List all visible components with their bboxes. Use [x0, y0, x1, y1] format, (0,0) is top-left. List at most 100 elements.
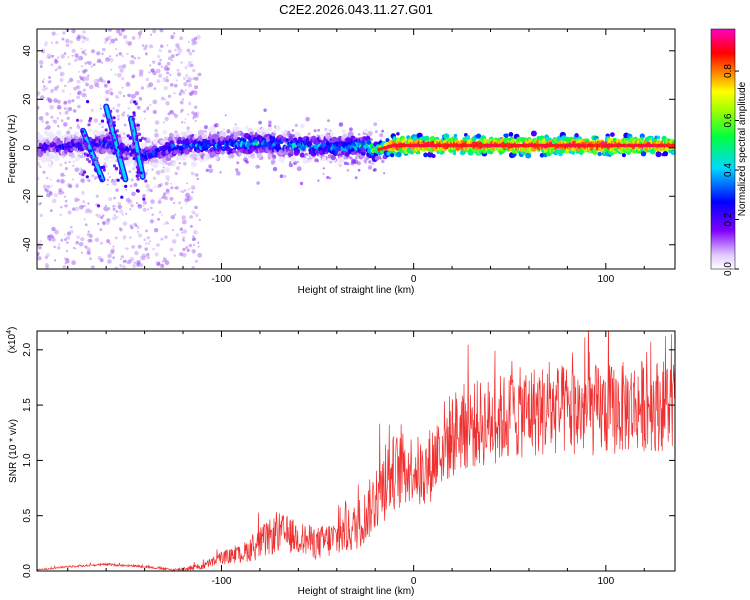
noise-dot — [64, 238, 67, 242]
noise-dot — [304, 152, 309, 156]
ridge-cell — [238, 152, 242, 156]
ridge-core — [561, 143, 566, 148]
noise-dot — [185, 202, 188, 205]
noise-dot — [144, 117, 146, 120]
ridge-cell — [289, 149, 294, 153]
noise-dot — [349, 156, 353, 160]
streak-noise — [109, 140, 113, 144]
noise-dot — [154, 252, 159, 257]
noise-dot — [65, 38, 70, 44]
noise-dot — [68, 77, 74, 83]
noise-dot — [125, 247, 129, 251]
noise-dot — [181, 231, 184, 234]
ridge-cell — [453, 133, 458, 138]
noise-dot — [91, 49, 95, 54]
ridge-core — [463, 143, 468, 148]
ridge-core — [538, 143, 543, 148]
ridge-core — [602, 143, 606, 148]
noise-dot — [102, 221, 106, 225]
ridge-cell — [280, 159, 285, 163]
noise-dot — [115, 188, 119, 192]
noise-dot — [170, 58, 173, 62]
noise-dot — [145, 183, 150, 189]
noise-dot — [235, 168, 239, 172]
ridge-core — [397, 143, 402, 148]
ridge-core — [590, 143, 595, 148]
noise-dot — [114, 73, 117, 76]
noise-dot — [338, 122, 344, 127]
ridge-core — [639, 143, 644, 148]
streak-noise — [130, 129, 134, 133]
noise-dot — [174, 213, 177, 216]
noise-dot — [121, 86, 124, 89]
noise-dot — [139, 263, 144, 267]
noise-dot — [155, 68, 161, 74]
noise-dot — [136, 100, 138, 102]
noise-dot — [190, 63, 194, 68]
noise-dot — [291, 129, 295, 132]
noise-dot — [349, 127, 353, 132]
ridge-cell — [574, 133, 579, 138]
ridge-cell — [280, 156, 285, 161]
noise-dot — [136, 260, 141, 265]
noise-dot — [138, 96, 142, 100]
ridge-cell — [436, 150, 440, 154]
noise-dot — [194, 205, 198, 210]
noise-dot — [299, 181, 304, 186]
noise-dot — [152, 176, 157, 180]
noise-dot — [152, 247, 155, 251]
noise-dot — [317, 128, 321, 132]
noise-dot — [128, 170, 132, 173]
ridge-core — [403, 143, 407, 148]
noise-dot — [182, 252, 187, 258]
noise-dot — [127, 259, 132, 264]
noise-dot — [85, 82, 89, 87]
noise-dot — [107, 207, 111, 211]
ridge-cell — [366, 140, 372, 145]
ridge-cell — [70, 148, 74, 151]
noise-dot — [182, 98, 184, 101]
noise-dot — [66, 130, 70, 135]
noise-dot — [161, 194, 166, 200]
streak-noise — [109, 119, 114, 123]
noise-dot — [84, 245, 88, 249]
ridge-core — [380, 146, 384, 151]
noise-dot — [149, 103, 152, 107]
noise-dot — [171, 229, 175, 232]
noise-dot — [160, 169, 165, 174]
noise-dot — [305, 116, 310, 122]
noise-dot — [60, 54, 65, 59]
ridge-core — [515, 143, 520, 148]
noise-dot — [45, 57, 48, 59]
noise-dot — [327, 119, 330, 122]
ridge-cell — [392, 136, 396, 140]
colorbar-tick-label: 0.4 — [723, 163, 734, 177]
noise-dot — [66, 241, 69, 244]
noise-dot — [110, 68, 113, 71]
noise-dot — [258, 120, 262, 125]
ridge-cell — [370, 161, 375, 166]
noise-dot — [153, 228, 159, 233]
noise-dot — [188, 61, 191, 64]
streak-noise — [125, 157, 129, 161]
ridge-core — [553, 143, 557, 148]
ridge-core — [501, 143, 505, 148]
noise-dot — [354, 176, 358, 180]
noise-dot — [100, 216, 104, 220]
noise-dot — [181, 121, 184, 124]
noise-dot — [86, 250, 91, 255]
noise-dot — [138, 35, 142, 38]
noise-dot — [173, 92, 176, 95]
noise-dot — [115, 210, 119, 213]
streak-noise — [143, 137, 147, 141]
ridge-core — [599, 143, 603, 148]
noise-dot — [168, 56, 172, 61]
noise-dot — [181, 215, 186, 220]
noise-dot — [164, 260, 170, 266]
noise-dot — [166, 61, 171, 66]
ridge-cell — [222, 127, 226, 131]
streak-noise — [85, 157, 90, 161]
noise-dot — [181, 219, 187, 225]
noise-dot — [293, 161, 298, 165]
noise-dot — [125, 40, 129, 44]
